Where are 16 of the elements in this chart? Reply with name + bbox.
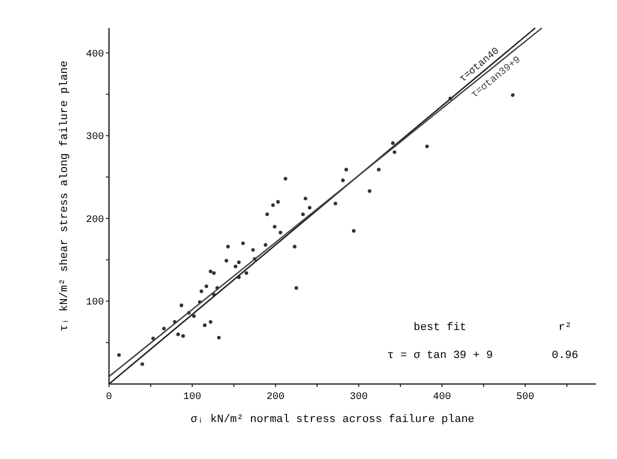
- annotation: τ = σ tan 39 + 9: [387, 350, 493, 362]
- x-axis-title: σᵢ kN/m² normal stress across failure plane: [190, 414, 474, 426]
- y-axis-title: τᵢ kN/m² shear stress along failure plane: [59, 60, 71, 332]
- x-tick-label: 200: [266, 392, 285, 403]
- y-tick-label: 300: [86, 132, 104, 144]
- y-tick-label: 100: [86, 298, 104, 309]
- x-tick-label: 400: [432, 392, 451, 403]
- annotation: 0.96: [552, 350, 578, 362]
- annotation: r²: [558, 322, 572, 334]
- x-tick-label: 100: [183, 392, 202, 403]
- annotation: best fit: [414, 322, 466, 334]
- y-tick-label: 400: [86, 49, 104, 60]
- x-tick-label: 500: [516, 392, 534, 403]
- x-tick-label: 300: [350, 392, 368, 403]
- y-tick-label: 200: [86, 214, 104, 226]
- x-tick-label: 0: [106, 392, 112, 403]
